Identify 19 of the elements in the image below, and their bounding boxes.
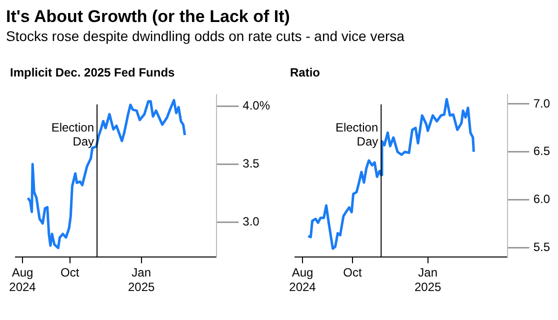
ref-line-label: Election Day: [335, 120, 378, 149]
x-tick-label: Aug 2024: [9, 266, 36, 294]
x-tick-label: Oct: [60, 266, 80, 280]
text: Stocks rose despite dwindling odds on rate cuts - and vice versa: [6, 27, 406, 46]
chart-title: Implicit Dec. 2025 Fed Funds: [10, 66, 176, 80]
text: It's About Growth (or the Lack of It): [6, 6, 291, 27]
y-tick-label: 3.5: [242, 156, 260, 170]
ref-line-label: Election Day: [51, 120, 94, 149]
y-tick-label: 6.0: [533, 192, 550, 206]
y-tick-label: 3.0: [242, 214, 260, 229]
x-tick-label: Aug 2024: [289, 266, 316, 294]
chart-title: Ratio: [290, 66, 320, 80]
x-tick-label: Jan 2025: [414, 266, 442, 294]
y-tick-label: 7.0: [533, 96, 550, 110]
y-tick-label: 4.0%: [242, 98, 270, 112]
x-tick-label: Oct: [343, 266, 362, 280]
y-tick-label: 6.5: [533, 144, 550, 158]
y-tick-label: 5.5: [533, 240, 550, 254]
x-tick-label: Jan 2025: [128, 266, 155, 294]
